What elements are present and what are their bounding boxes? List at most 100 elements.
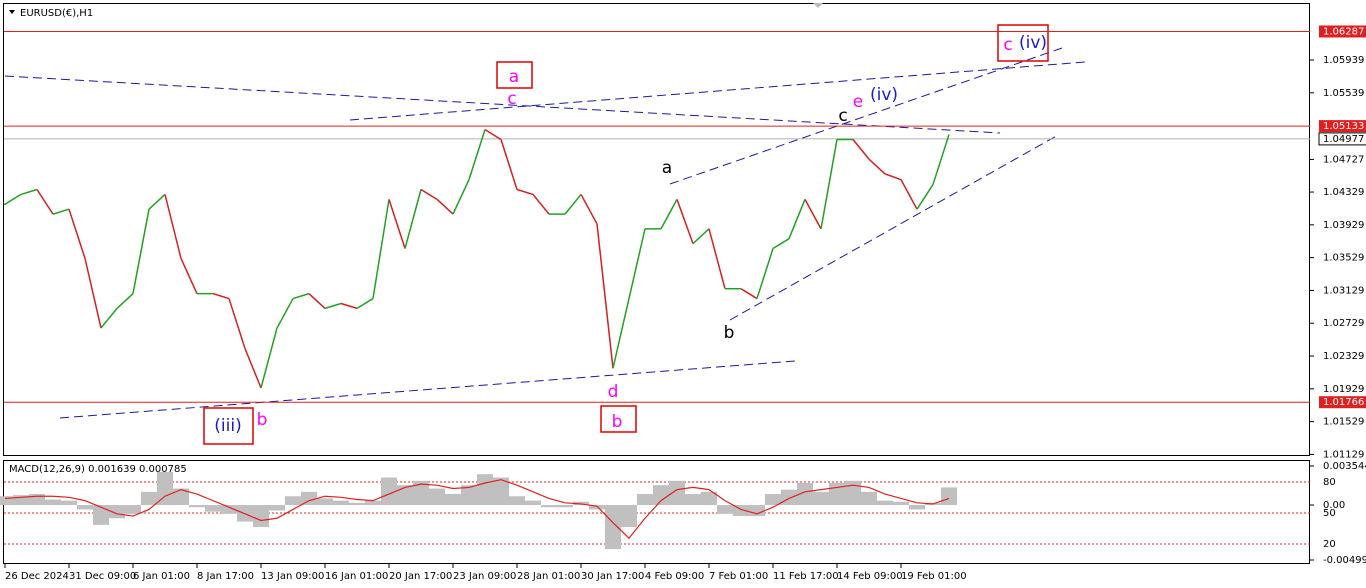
price-segment	[132, 209, 150, 294]
price-segment	[36, 189, 54, 215]
macd-bar	[365, 500, 381, 506]
price-segment	[468, 129, 486, 180]
macd-bar	[317, 498, 333, 506]
x-tick-label: 30 Jan 17:00	[581, 571, 644, 582]
wave-label: d	[608, 382, 619, 402]
wave-label: a	[662, 158, 672, 178]
macd-bar	[557, 505, 573, 508]
wave-label: c	[838, 106, 847, 126]
y-tick-label: 1.01929	[1323, 384, 1364, 395]
macd-bar	[397, 485, 413, 506]
price-segment	[484, 129, 502, 141]
price-segment	[532, 193, 550, 215]
price-segment	[708, 228, 726, 289]
macd-bar	[301, 491, 317, 506]
level-label-bg	[1319, 120, 1366, 133]
price-segment	[276, 298, 294, 329]
macd-bar	[797, 483, 813, 506]
macd-bar	[157, 471, 173, 506]
price-segment	[756, 248, 774, 299]
label-boxes	[203, 24, 1049, 445]
wave-label: b	[724, 323, 735, 343]
wave-label: b	[257, 410, 268, 430]
macd-bar	[141, 491, 157, 506]
macd-bar	[717, 505, 733, 514]
macd-bar	[813, 491, 829, 506]
last-price-label: 1.04977	[1323, 134, 1364, 145]
x-tick-label: 14 Feb 09:00	[837, 571, 903, 582]
macd-bar	[541, 505, 557, 508]
macd-bar	[493, 477, 509, 506]
macd-bar	[253, 505, 269, 528]
x-tick-label: 16 Jan 01:00	[325, 571, 388, 582]
macd-bar	[637, 494, 653, 506]
price-segment	[564, 193, 582, 215]
price-segment	[916, 184, 934, 210]
price-segment	[164, 194, 182, 259]
trend-line	[729, 134, 1059, 321]
macd-bar	[509, 496, 525, 506]
price-segment	[596, 223, 614, 369]
y-tick-label: 1.04329	[1323, 187, 1364, 198]
wave-label: (iv)	[1019, 33, 1047, 53]
price-segment	[388, 199, 406, 249]
price-segment	[612, 298, 630, 369]
macd-bar	[589, 505, 605, 510]
x-tick-label: 20 Jan 17:00	[389, 571, 452, 582]
price-segment	[852, 139, 870, 160]
price-segment	[884, 173, 902, 181]
x-tick-label: 8 Jan 17:00	[197, 571, 254, 582]
macd-bar	[45, 499, 61, 506]
y-tick-label: 1.05539	[1323, 88, 1364, 99]
macd-bar	[333, 500, 349, 506]
price-segment	[420, 188, 438, 200]
x-tick-label: 11 Feb 17:00	[773, 571, 839, 582]
y-tick-label: 1.04727	[1323, 154, 1364, 165]
y-tick-label: 1.03929	[1323, 220, 1364, 231]
label-box	[496, 61, 533, 89]
wave-label: c	[507, 89, 516, 109]
y2-tick-label: 80	[1323, 477, 1336, 488]
macd-bar	[349, 502, 365, 506]
macd-bar	[701, 491, 717, 506]
x-tick-label: 7 Feb 01:00	[709, 571, 768, 582]
macd-bar	[413, 480, 429, 506]
wave-label: (iv)	[870, 85, 898, 105]
x-tick-label: 6 Jan 01:00	[133, 571, 190, 582]
macd-bar	[749, 505, 765, 517]
price-segment	[292, 292, 310, 300]
macd-bar	[861, 491, 877, 506]
wave-label: b	[612, 412, 623, 432]
wave-label: e	[853, 92, 863, 112]
macd-bar	[685, 494, 701, 506]
price-segment	[772, 238, 790, 250]
main-panel	[3, 3, 1310, 456]
x-tick-label: 4 Feb 09:00	[645, 571, 704, 582]
y-tick-label: 1.02729	[1323, 318, 1364, 329]
price-segment	[308, 293, 326, 309]
signal-line	[4, 479, 950, 539]
x-tick-label: 28 Jan 01:00	[517, 571, 580, 582]
wave-label: a	[509, 67, 519, 87]
macd-bar	[877, 500, 893, 506]
macd-bar	[429, 488, 445, 506]
menu-arrow[interactable]	[9, 10, 15, 14]
macd-panel	[3, 460, 1310, 564]
macd-title: MACD(12,26,9) 0.001639 0.000785	[9, 464, 187, 475]
price-segment	[868, 158, 886, 175]
x-tick-label: 19 Feb 01:00	[901, 571, 967, 582]
y-tick-label: 1.01529	[1323, 417, 1364, 428]
price-segment	[116, 293, 134, 309]
y2-tick-label: 20	[1323, 539, 1336, 550]
price-segment	[932, 134, 950, 185]
macd-bar	[189, 505, 205, 508]
y-tick-label: 0.003544	[1323, 461, 1366, 472]
price-segment	[84, 258, 102, 329]
price-segment	[436, 198, 454, 215]
x-tick-label: 13 Jan 09:00	[261, 571, 324, 582]
y-tick-label: 1.03129	[1323, 285, 1364, 296]
macd-bar	[13, 495, 29, 506]
trend-line	[349, 61, 1086, 121]
macd-bar	[205, 505, 221, 512]
macd-bar	[381, 477, 397, 506]
